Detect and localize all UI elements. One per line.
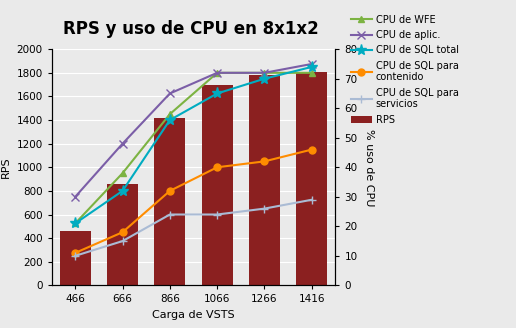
CPU de SQL para
contenido	[72, 251, 78, 255]
CPU de SQL para
servicios	[214, 213, 220, 216]
Legend: CPU de WFE, CPU de aplic., CPU de SQL total, CPU de SQL para
contenido, CPU de S: CPU de WFE, CPU de aplic., CPU de SQL to…	[350, 15, 459, 125]
CPU de SQL total	[309, 65, 315, 69]
Line: CPU de SQL total: CPU de SQL total	[70, 61, 317, 229]
Bar	[249, 75, 280, 285]
CPU de SQL total	[72, 221, 78, 225]
CPU de aplic.	[309, 62, 315, 66]
Bar	[154, 118, 185, 285]
CPU de WFE	[119, 171, 126, 175]
Y-axis label: RPS: RPS	[1, 156, 11, 178]
CPU de WFE	[72, 221, 78, 225]
Bar	[60, 231, 91, 285]
CPU de aplic.	[214, 71, 220, 75]
CPU de aplic.	[261, 71, 267, 75]
CPU de WFE	[261, 71, 267, 75]
CPU de SQL para
contenido	[261, 159, 267, 163]
CPU de SQL total	[119, 189, 126, 193]
Bar	[202, 85, 233, 285]
CPU de SQL para
contenido	[119, 230, 126, 234]
CPU de WFE	[309, 71, 315, 75]
CPU de SQL para
contenido	[214, 165, 220, 169]
CPU de SQL total	[261, 77, 267, 81]
Bar	[107, 184, 138, 285]
Y-axis label: % uso de CPU: % uso de CPU	[364, 129, 374, 206]
Line: CPU de aplic.: CPU de aplic.	[71, 60, 316, 201]
Line: CPU de WFE: CPU de WFE	[72, 69, 315, 227]
CPU de SQL para
servicios	[309, 198, 315, 202]
CPU de aplic.	[119, 142, 126, 146]
CPU de WFE	[167, 112, 173, 116]
CPU de SQL total	[167, 118, 173, 122]
Line: CPU de SQL para
contenido: CPU de SQL para contenido	[72, 146, 315, 256]
CPU de SQL para
contenido	[167, 189, 173, 193]
CPU de SQL total	[214, 92, 220, 95]
CPU de SQL para
servicios	[167, 213, 173, 216]
X-axis label: Carga de VSTS: Carga de VSTS	[152, 310, 235, 320]
CPU de SQL para
servicios	[261, 207, 267, 211]
CPU de aplic.	[72, 195, 78, 199]
Text: RPS y uso de CPU en 8x1x2: RPS y uso de CPU en 8x1x2	[63, 20, 319, 38]
CPU de aplic.	[167, 92, 173, 95]
Bar	[296, 72, 327, 285]
CPU de SQL para
contenido	[309, 148, 315, 152]
Line: CPU de SQL para
servicios: CPU de SQL para servicios	[71, 195, 316, 260]
CPU de SQL para
servicios	[119, 239, 126, 243]
CPU de WFE	[214, 71, 220, 75]
CPU de SQL para
servicios	[72, 254, 78, 258]
